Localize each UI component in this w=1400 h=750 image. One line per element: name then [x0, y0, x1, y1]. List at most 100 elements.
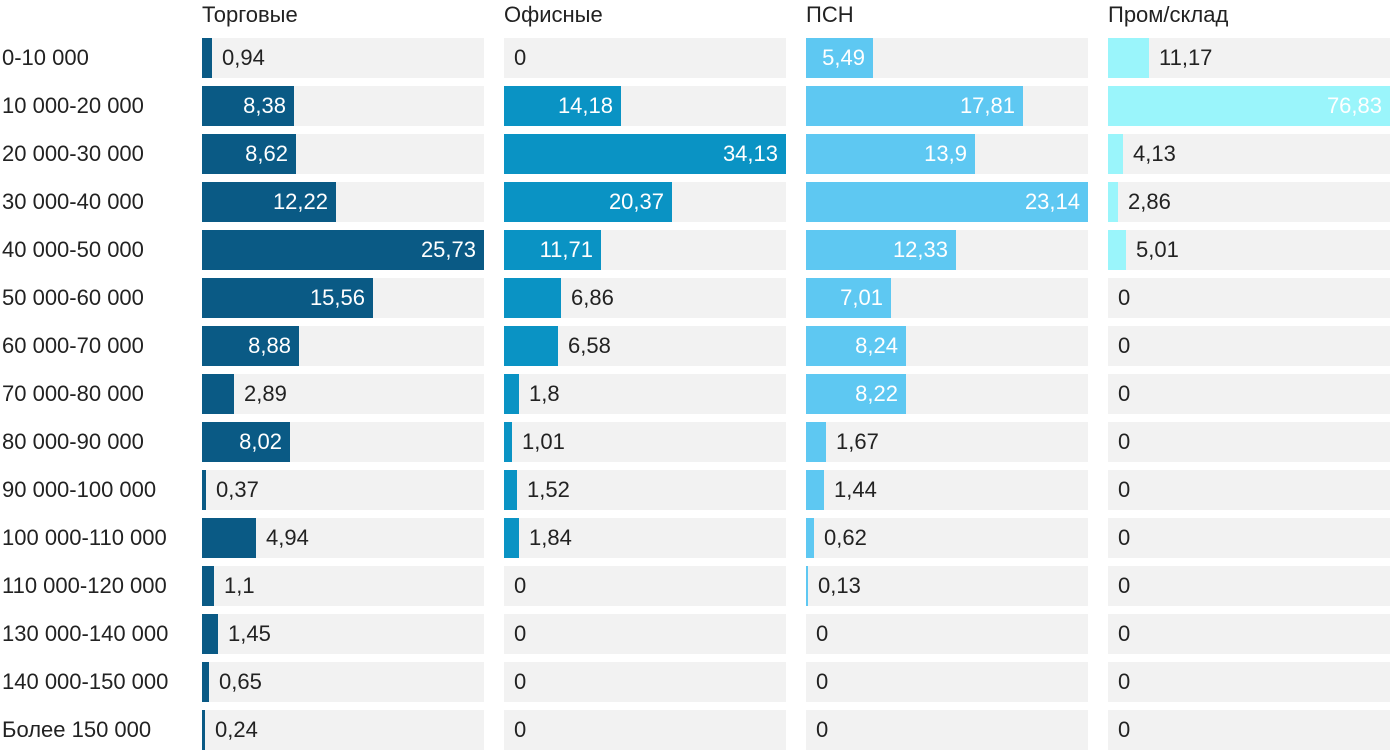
data-label: 0	[1118, 573, 1131, 598]
bar-track: 6,58	[504, 326, 786, 366]
bar-track: 6,86	[504, 278, 786, 318]
bar	[202, 710, 205, 750]
data-label: 1,45	[228, 621, 271, 646]
bar-track: 8,24	[806, 326, 1088, 366]
bar-track: 0	[1108, 518, 1390, 558]
data-label: 0	[1118, 621, 1131, 646]
bar	[806, 134, 975, 174]
row-label: 80 000-90 000	[2, 429, 144, 454]
data-label: 1,52	[527, 477, 570, 502]
row-label: 90 000-100 000	[2, 477, 157, 502]
bar-track: 2,89	[202, 374, 484, 414]
bar-track: 0	[504, 662, 786, 702]
data-label: 6,58	[568, 333, 611, 358]
bar-track: 0	[806, 662, 1088, 702]
bar-track: 0	[504, 38, 786, 78]
bar	[1108, 38, 1149, 78]
bar-track: 1,45	[202, 614, 484, 654]
bar-track: 15,56	[202, 278, 484, 318]
data-label: 0	[514, 621, 527, 646]
row-label: 60 000-70 000	[2, 333, 144, 358]
bar-track: 5,01	[1108, 230, 1390, 270]
data-label: 17,81	[959, 93, 1015, 118]
bar	[202, 566, 214, 606]
data-label: 8,38	[243, 93, 286, 118]
data-label: 1,44	[834, 477, 877, 502]
bar-track: 13,9	[806, 134, 1088, 174]
bar-track: 0	[1108, 422, 1390, 462]
data-label: 34,13	[722, 141, 778, 166]
bar	[806, 518, 814, 558]
bar	[504, 182, 672, 222]
bar-track: 0,13	[806, 566, 1088, 606]
data-label: 0,62	[824, 525, 867, 550]
data-label: 0	[1118, 717, 1131, 742]
bar-track: 0	[504, 566, 786, 606]
bar-track: 0	[504, 614, 786, 654]
data-label: 15,56	[309, 285, 365, 310]
bar	[806, 182, 1088, 222]
bar	[1108, 86, 1390, 126]
data-label: 1,1	[224, 573, 255, 598]
data-label: 12,22	[272, 189, 328, 214]
bar-track: 0	[806, 614, 1088, 654]
row-label: 40 000-50 000	[2, 237, 144, 262]
bar	[504, 518, 519, 558]
bar	[202, 374, 234, 414]
data-label: 0,65	[219, 669, 262, 694]
bar	[806, 326, 906, 366]
data-label: 0	[514, 573, 527, 598]
bar-track: 0	[806, 710, 1088, 750]
bar-track: 8,88	[202, 326, 484, 366]
data-label: 1,84	[529, 525, 572, 550]
bar-track: 1,44	[806, 470, 1088, 510]
bar-track: 1,1	[202, 566, 484, 606]
data-label: 25,73	[420, 237, 476, 262]
data-label: 0	[1118, 429, 1131, 454]
data-label: 0,94	[222, 45, 265, 70]
bar-track: 1,8	[504, 374, 786, 414]
bar-track: 0,24	[202, 710, 484, 750]
bar-track: 0	[1108, 470, 1390, 510]
panel-title: Пром/склад	[1108, 2, 1229, 27]
row-label: 50 000-60 000	[2, 285, 144, 310]
bar-track: 2,86	[1108, 182, 1390, 222]
panel-title: ПСН	[806, 2, 854, 27]
data-label: 5,01	[1136, 237, 1179, 262]
data-label: 7,01	[840, 285, 883, 310]
bar-track: 23,14	[806, 182, 1088, 222]
data-label: 2,86	[1128, 189, 1171, 214]
bar	[202, 230, 484, 270]
bar-track: 12,33	[806, 230, 1088, 270]
data-label: 6,86	[571, 285, 614, 310]
bar-track: 7,01	[806, 278, 1088, 318]
bar-track: 0	[1108, 566, 1390, 606]
data-label: 0	[514, 717, 527, 742]
bar-track: 0	[504, 710, 786, 750]
bar-track: 0,94	[202, 38, 484, 78]
data-label: 0,24	[215, 717, 258, 742]
data-label: 0	[1118, 477, 1131, 502]
bar-track: 12,22	[202, 182, 484, 222]
bar	[806, 86, 1023, 126]
bar	[202, 662, 209, 702]
bar-track: 0,37	[202, 470, 484, 510]
data-label: 2,89	[244, 381, 287, 406]
bar	[202, 422, 290, 462]
row-label: 30 000-40 000	[2, 189, 144, 214]
bar-track: 34,13	[504, 134, 786, 174]
bar	[504, 230, 601, 270]
bar	[504, 326, 558, 366]
bar-track: 4,13	[1108, 134, 1390, 174]
bar-track: 14,18	[504, 86, 786, 126]
data-label: 8,62	[245, 141, 288, 166]
data-label: 8,88	[248, 333, 291, 358]
bar	[202, 38, 212, 78]
row-label: 20 000-30 000	[2, 141, 144, 166]
bar	[504, 86, 621, 126]
bar-track: 5,49	[806, 38, 1088, 78]
bar-track: 4,94	[202, 518, 484, 558]
bar	[504, 278, 561, 318]
bar	[1108, 134, 1123, 174]
bar-track: 0,65	[202, 662, 484, 702]
